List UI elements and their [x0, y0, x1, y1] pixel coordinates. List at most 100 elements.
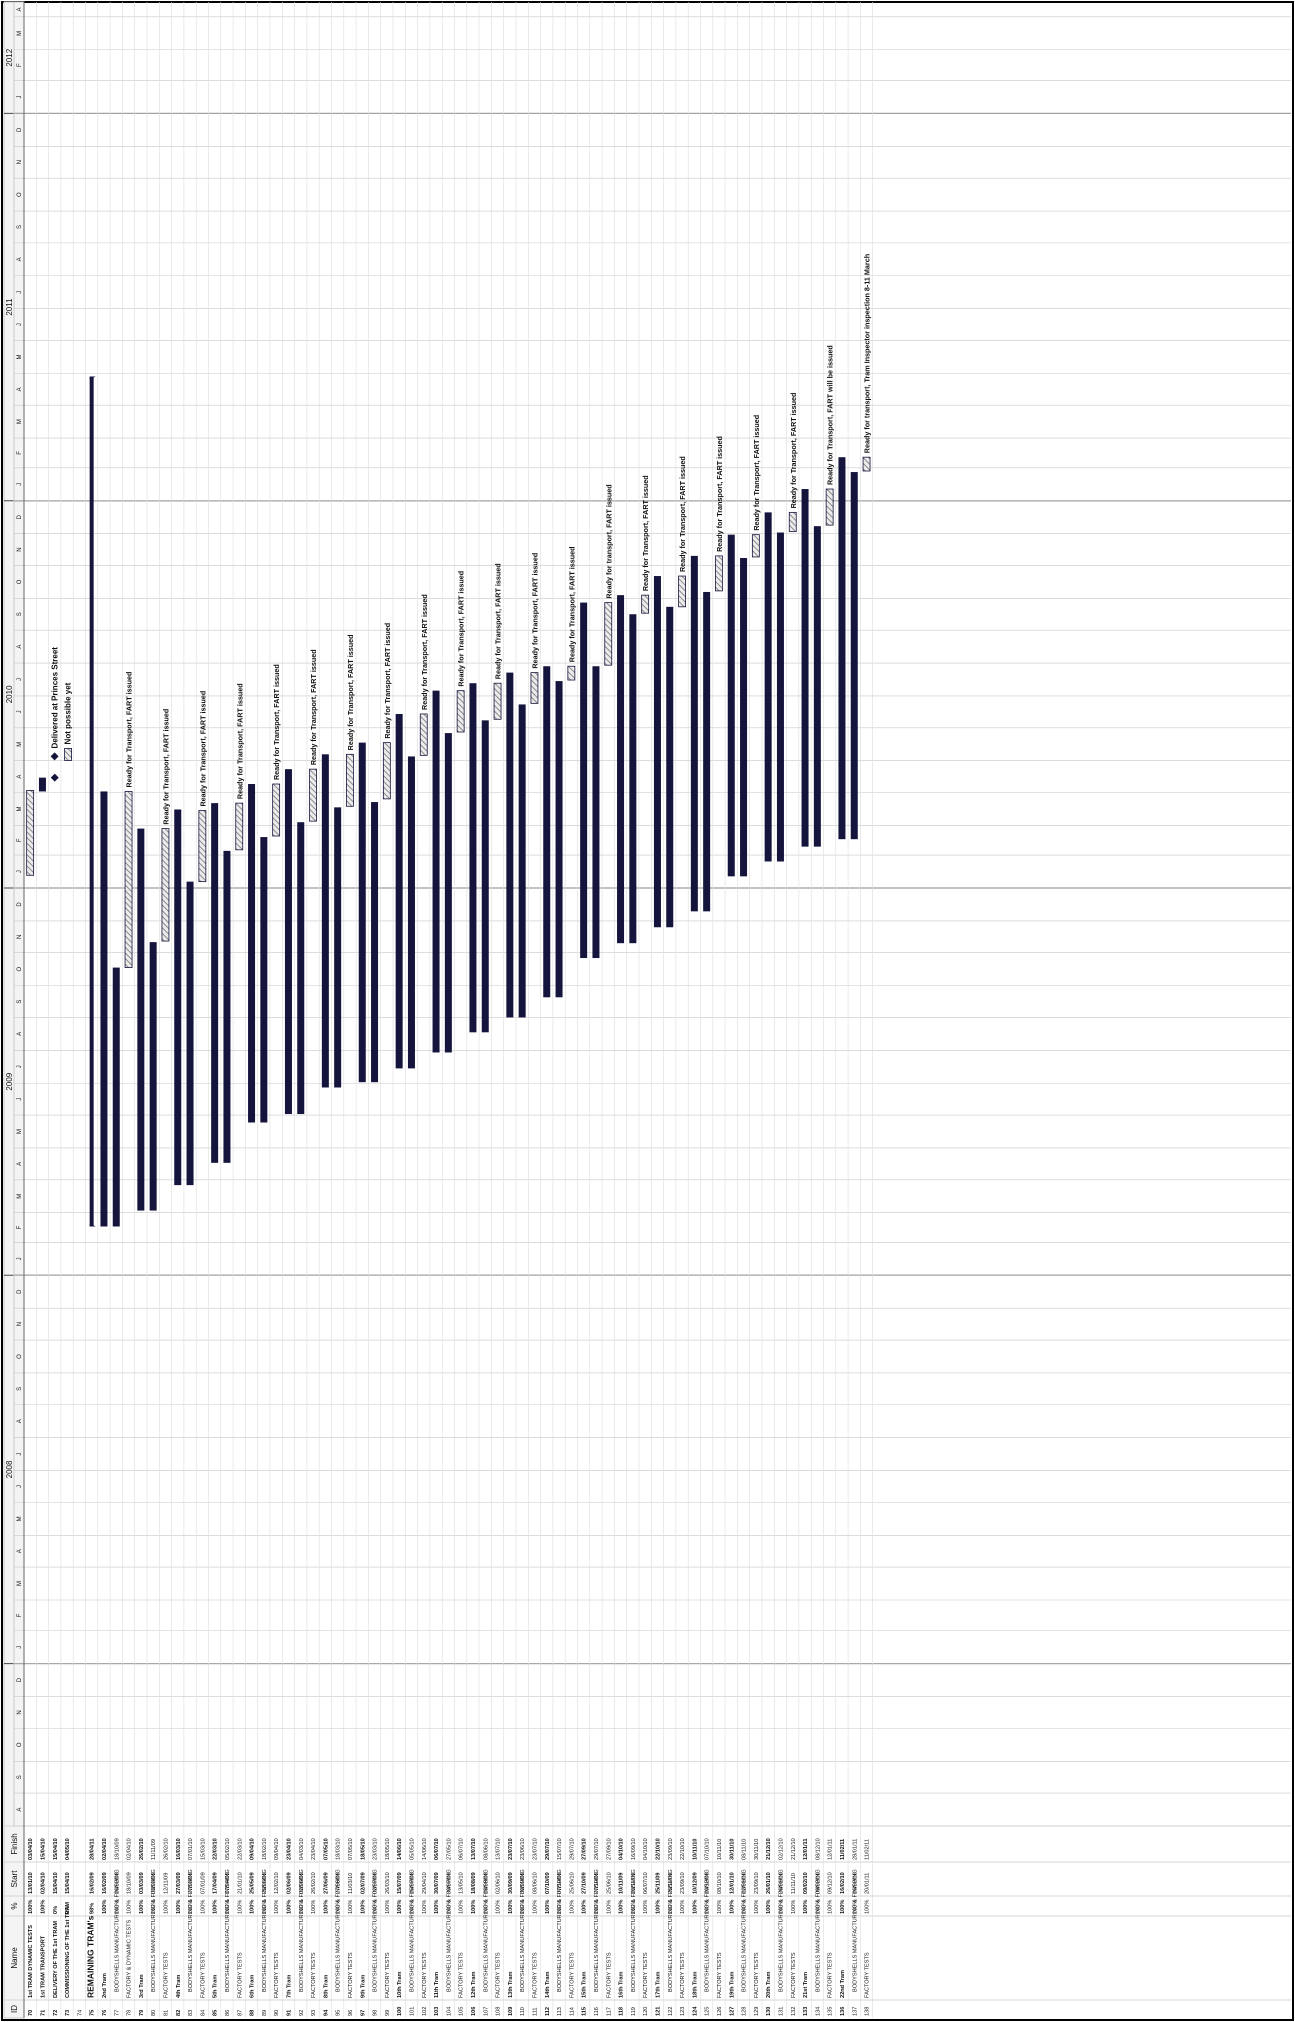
month-label: J [17, 483, 23, 486]
cell-start: 27/06/09 [323, 1872, 329, 1894]
task-bar [764, 512, 772, 862]
cell-pct: 100% [532, 1900, 538, 1914]
task-bar [321, 754, 329, 1088]
cell-start: 30/07/09 [446, 1872, 452, 1894]
task-bar [555, 681, 563, 998]
cell-start: 17/04/09 [213, 1872, 219, 1894]
cell-name: FACTORY TESTS [274, 1952, 280, 1998]
task-bar [186, 881, 194, 1186]
cell-name: FACTORY TESTS [865, 1952, 871, 1998]
task-bar [444, 733, 452, 1053]
month-label: J [17, 95, 23, 98]
cell-name: 3rd Tram [139, 1974, 145, 1998]
cell-finish: 18/02/10 [262, 1838, 268, 1860]
task-bar [260, 837, 268, 1123]
task-bar [666, 606, 674, 928]
cell-id: 85 [213, 2010, 219, 2016]
column-header-name: Name [10, 1947, 19, 1969]
task-bar [407, 756, 415, 1069]
cell-name: FACTORY TESTS [385, 1952, 391, 1998]
cell-finish: 29/07/10 [569, 1838, 575, 1860]
hatched-bar [456, 690, 465, 733]
cell-finish: 18/10/09 [114, 1838, 120, 1860]
month-label: A [17, 387, 23, 391]
cell-start: 02/04/10 [40, 1872, 46, 1894]
cell-name: FACTORY TESTS [828, 1952, 834, 1998]
legend-milestone-icon [50, 752, 59, 761]
cell-id: 113 [557, 2007, 563, 2016]
cell-name: 10th Tram [397, 1972, 403, 1998]
month-label: J [17, 1257, 23, 1260]
cell-pct: 100% [200, 1900, 206, 1914]
cell-name: BODYSHELLS MANUFACTURING & FINISHING [409, 1869, 415, 1992]
cell-finish: 22/10/10 [680, 1838, 686, 1860]
annotation-label: Ready for Transport, FART issued [309, 649, 318, 765]
cell-finish: 21/12/10 [766, 1838, 772, 1860]
cell-id: 107 [483, 2007, 489, 2016]
cell-name: FACTORY TESTS [717, 1952, 723, 1998]
milestone-diamond [50, 773, 59, 782]
cell-name: 12th Tram [471, 1972, 477, 1998]
cell-pct: 100% [852, 1900, 858, 1914]
month-label: J [17, 1098, 23, 1101]
month-label: F [17, 1225, 23, 1229]
month-label: A [17, 1808, 23, 1812]
cell-finish: 11/02/11 [840, 1839, 846, 1860]
cell-pct: 100% [188, 1900, 194, 1914]
month-label: O [17, 1742, 23, 1747]
cell-pct: 0% [65, 1906, 71, 1914]
cell-id: 108 [496, 2007, 502, 2016]
cell-start: 11/11/10 [791, 1873, 797, 1894]
cell-id: 100 [397, 2007, 403, 2016]
cell-name: COMMISSIONING OF THE 1st TRAM [65, 1902, 71, 1998]
cell-id: 83 [188, 2010, 194, 2016]
task-bar [801, 489, 809, 847]
month-label: O [17, 192, 23, 197]
hatched-bar [198, 810, 207, 883]
cell-pct: 98% [90, 1903, 96, 1914]
cell-start: 03/03/09 [139, 1872, 145, 1894]
month-label: A [17, 1032, 23, 1036]
hatched-bar [604, 602, 613, 666]
cell-name: 7th Tram [286, 1975, 292, 1998]
cell-id: 93 [311, 2010, 317, 2016]
cell-id: 124 [692, 2006, 698, 2016]
cell-name: BODYSHELLS MANUFACTURING & FINISHING [668, 1869, 674, 1992]
cell-pct: 100% [28, 1900, 34, 1914]
hatched-bar [788, 511, 797, 532]
cell-finish: 16/09/10 [631, 1838, 637, 1860]
task-bar [740, 558, 748, 877]
cell-name: BODYSHELLS MANUFACTURING & FINISHING [336, 1869, 342, 1992]
month-label: F [17, 451, 23, 455]
cell-finish: 13/07/10 [496, 1838, 502, 1860]
cell-pct: 100% [729, 1900, 735, 1914]
task-bar [112, 967, 120, 1227]
cell-start: 15/04/10 [65, 1872, 71, 1894]
cell-start: 16/02/10 [852, 1872, 858, 1894]
cell-pct: 100% [766, 1900, 772, 1914]
cell-finish: 15/07/10 [557, 1838, 563, 1860]
month-label: O [17, 1354, 23, 1359]
month-label: J [17, 323, 23, 326]
month-label: N [17, 547, 23, 551]
legend-hatch-swatch [64, 748, 72, 761]
cell-pct: 100% [434, 1900, 440, 1914]
cell-start: 15/04/10 [53, 1872, 59, 1894]
cell-id: 115 [582, 2007, 588, 2016]
cell-pct: 100% [471, 1900, 477, 1914]
cell-finish: 04/03/10 [299, 1838, 305, 1860]
month-label: M [17, 31, 23, 36]
cell-pct: 0% [53, 1906, 59, 1914]
cell-id: 74 [77, 2010, 83, 2016]
cell-start: 27/10/09 [582, 1872, 588, 1894]
cell-name: FACTORY TESTS [200, 1952, 206, 1998]
task-bar [703, 591, 711, 912]
cell-finish: 10/11/10 [692, 1839, 698, 1860]
cell-pct: 100% [717, 1900, 723, 1914]
cell-name: FACTORY TESTS [311, 1952, 317, 1998]
cell-pct: 100% [213, 1900, 219, 1914]
cell-id: 97 [360, 2010, 366, 2016]
hatched-bar [235, 802, 244, 851]
hatched-bar [382, 742, 391, 800]
